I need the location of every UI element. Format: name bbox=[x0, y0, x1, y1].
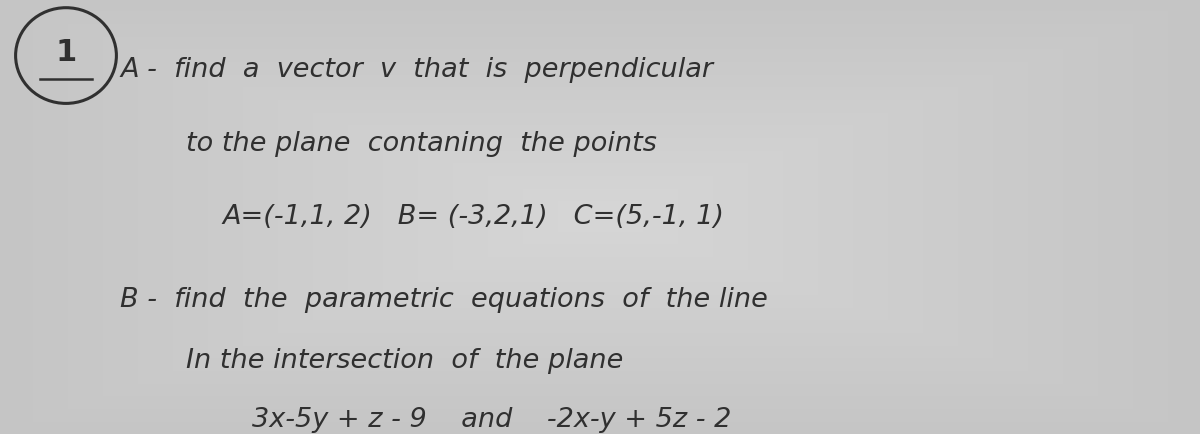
Text: 3x-5y + z - 9    and    -2x-y + 5z - 2: 3x-5y + z - 9 and -2x-y + 5z - 2 bbox=[252, 406, 731, 432]
Text: A -  find  a  vector  v  that  is  perpendicular: A - find a vector v that is perpendicula… bbox=[120, 56, 713, 82]
Text: A=(-1,1, 2)   B= (-3,2,1)   C=(5,-1, 1): A=(-1,1, 2) B= (-3,2,1) C=(5,-1, 1) bbox=[222, 204, 724, 230]
Text: to the plane  contaning  the points: to the plane contaning the points bbox=[186, 130, 656, 156]
Text: B -  find  the  parametric  equations  of  the line: B - find the parametric equations of the… bbox=[120, 286, 768, 312]
Text: In the intersection  of  the plane: In the intersection of the plane bbox=[186, 347, 623, 373]
Text: 1: 1 bbox=[55, 38, 77, 66]
